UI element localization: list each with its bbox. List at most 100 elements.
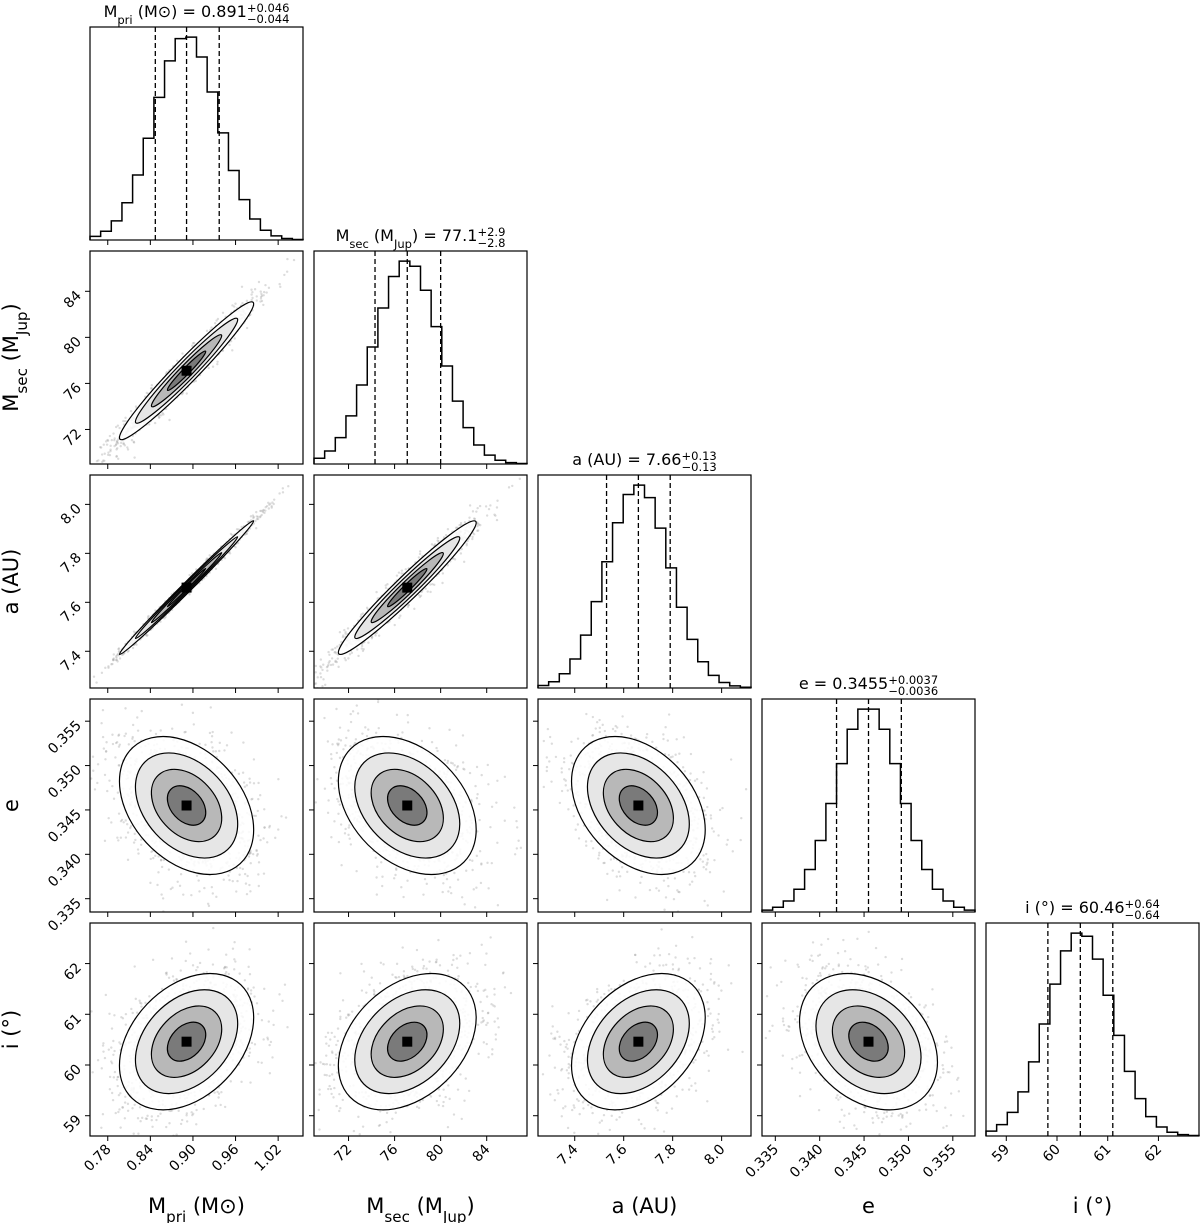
xtick-label-mpri-0: 0.78 xyxy=(81,1142,114,1175)
ylabel-i: i (°) xyxy=(0,1010,23,1049)
panel-frame xyxy=(537,922,752,1137)
ytick-label-a-2: 7.8 xyxy=(58,550,85,577)
ytick-label-msec-0: 72 xyxy=(61,426,85,450)
panel-i-vs-msec xyxy=(309,922,528,1141)
panel-e-vs-mpri xyxy=(85,698,304,917)
ytick-label-a-0: 7.4 xyxy=(58,648,85,675)
density-peak xyxy=(181,800,192,811)
histogram-a xyxy=(537,474,752,693)
title-e: e = 0.3455+0.0037 xyxy=(799,673,938,693)
panel-a-vs-msec xyxy=(309,474,528,693)
ytick-label-e-4: 0.355 xyxy=(45,718,85,758)
ytick-label-i-1: 60 xyxy=(61,1062,85,1086)
title-i-err-minus: −0.64 xyxy=(1125,908,1160,922)
xtick-label-a-0: 7.4 xyxy=(554,1141,581,1168)
xlabel-e: e xyxy=(862,1194,875,1218)
xtick-label-mpri-2: 0.90 xyxy=(166,1142,199,1175)
panel-e-vs-a xyxy=(533,698,752,917)
panel-frame xyxy=(761,922,976,1137)
panel-frame xyxy=(313,698,528,913)
ytick-label-e-1: 0.340 xyxy=(45,851,85,891)
panel-frame xyxy=(313,922,528,1137)
title-i: i (°) = 60.46+0.64 xyxy=(1025,897,1160,917)
panel-frame xyxy=(537,698,752,913)
density-peak xyxy=(181,365,192,376)
title-msec-err-minus: −2.8 xyxy=(477,236,505,250)
ytick-label-e-0: 0.335 xyxy=(45,895,85,935)
title-a: a (AU) = 7.66+0.13 xyxy=(572,449,717,469)
xlabel-mpri: Mpri (M⊙) xyxy=(148,1194,245,1223)
ytick-label-e-2: 0.345 xyxy=(45,806,85,846)
xtick-label-msec-0: 72 xyxy=(331,1142,355,1166)
xtick-label-a-2: 7.8 xyxy=(652,1142,679,1169)
panel-a-vs-mpri xyxy=(85,474,304,693)
ytick-label-msec-3: 84 xyxy=(61,288,85,312)
title-mpri: Mpri (M⊙) = 0.891+0.046 xyxy=(104,1,290,27)
hist-frame-a xyxy=(537,474,752,689)
xtick-label-msec-3: 84 xyxy=(470,1141,494,1165)
panel-frame xyxy=(89,698,304,913)
density-peak xyxy=(181,582,192,593)
panel-i-vs-a xyxy=(533,922,752,1141)
panel-e-vs-msec xyxy=(309,698,528,917)
histogram-e xyxy=(761,698,976,917)
xtick-label-e-1: 0.340 xyxy=(787,1142,827,1182)
ytick-label-i-3: 62 xyxy=(61,960,85,984)
density-peak xyxy=(181,1036,192,1047)
xtick-label-i-1: 60 xyxy=(1040,1142,1064,1166)
title-e-err-minus: −0.0036 xyxy=(888,684,938,698)
xlabel-msec: Msec (MJup) xyxy=(366,1194,474,1223)
ytick-label-i-0: 59 xyxy=(61,1112,85,1136)
hist-frame-msec xyxy=(313,250,528,465)
density-peak xyxy=(863,1036,874,1047)
histogram-i xyxy=(985,922,1200,1141)
panel-frame xyxy=(89,474,304,689)
hist-steps-mpri xyxy=(89,36,304,241)
xtick-label-e-3: 0.350 xyxy=(876,1142,916,1182)
xlabel-a: a (AU) xyxy=(612,1194,678,1218)
ytick-label-msec-1: 76 xyxy=(61,380,85,404)
xtick-label-e-2: 0.345 xyxy=(831,1142,871,1182)
xtick-label-e-0: 0.335 xyxy=(742,1142,782,1182)
xtick-label-i-3: 62 xyxy=(1141,1142,1165,1166)
hist-frame-mpri xyxy=(89,26,304,241)
density-peak xyxy=(402,1036,413,1047)
ylabel-a: a (AU) xyxy=(0,549,23,615)
panel-frame xyxy=(89,250,304,465)
xtick-label-mpri-3: 0.96 xyxy=(209,1141,242,1174)
xtick-label-mpri-4: 1.02 xyxy=(252,1142,285,1175)
xtick-label-e-4: 0.355 xyxy=(920,1142,960,1182)
panel-i-vs-e xyxy=(757,922,976,1141)
panel-frame xyxy=(313,474,528,689)
ytick-label-i-2: 61 xyxy=(61,1011,85,1035)
ylabel-msec: Msec (MJup) xyxy=(0,303,31,411)
xtick-label-i-2: 61 xyxy=(1091,1142,1115,1166)
density-peak xyxy=(633,800,644,811)
xtick-label-i-0: 59 xyxy=(989,1142,1013,1166)
title-mpri-err-minus: −0.044 xyxy=(247,12,290,26)
xtick-label-msec-2: 80 xyxy=(424,1142,448,1166)
ytick-label-msec-2: 80 xyxy=(61,334,85,358)
density-peak xyxy=(633,1036,644,1047)
xlabel-i: i (°) xyxy=(1073,1194,1112,1218)
histogram-msec xyxy=(313,250,528,469)
title-a-err-minus: −0.13 xyxy=(681,460,716,474)
hist-frame-e xyxy=(761,698,976,913)
xtick-label-msec-1: 76 xyxy=(378,1141,402,1165)
panel-frame xyxy=(89,922,304,1137)
ytick-label-e-3: 0.350 xyxy=(45,762,85,802)
ytick-label-a-1: 7.6 xyxy=(58,599,85,626)
xtick-label-a-1: 7.6 xyxy=(603,1141,630,1168)
xtick-label-a-3: 8.0 xyxy=(701,1142,728,1169)
hist-frame-i xyxy=(985,922,1200,1137)
panel-msec-vs-mpri xyxy=(85,250,304,469)
histogram-mpri xyxy=(89,26,304,245)
density-peak xyxy=(402,582,413,593)
density-peak xyxy=(402,800,413,811)
panel-i-vs-mpri xyxy=(85,922,304,1141)
xtick-label-mpri-1: 0.84 xyxy=(124,1141,157,1174)
hist-steps-msec xyxy=(313,260,528,465)
hist-steps-a xyxy=(537,484,752,689)
ylabel-e: e xyxy=(0,799,23,812)
